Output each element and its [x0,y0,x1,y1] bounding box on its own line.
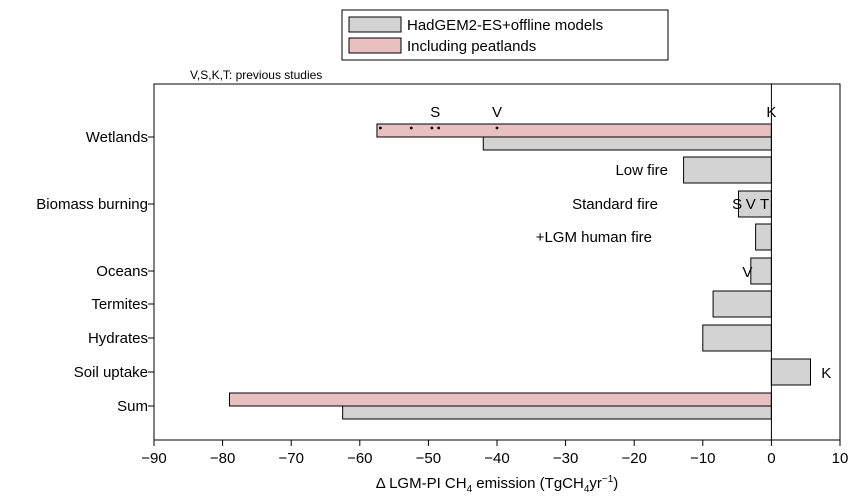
category-label: Hydrates [88,330,148,347]
x-axis-label-part: yr [589,475,602,492]
x-axis-label-part: ) [613,475,618,492]
bar-hadgem-wetlands [482,136,772,151]
x-axis-label-part: emission (TgCH [472,475,584,492]
category-label: Termites [91,296,148,313]
bar-hadgem-soil-uptake [770,358,812,386]
x-axis-label-sub: 4 [467,484,473,495]
bars-layer [228,123,812,420]
bar-hadgem-lgm-human-fire [755,223,772,251]
x-axis-label-sub: 4 [584,484,590,495]
category-label: Biomass burning [36,196,148,213]
x-tick-label: −80 [210,450,235,467]
x-tick-label: −10 [690,450,715,467]
legend-swatch-peatlands [348,37,402,54]
axes-layer: Wetlands Biomass burning Oceans Termites Hyd… [36,84,848,467]
legend-swatch-hadgem [348,16,402,33]
bar-peatlands-sum [228,392,772,407]
previous-study-label: V [746,196,756,213]
previous-study-label: K [821,365,831,382]
wetland-dot [378,126,382,130]
x-tick-label: −60 [347,450,372,467]
category-label: Oceans [96,263,148,280]
legend: HadGEM2-ES+offline models Including peat… [341,9,669,61]
x-axis-label-part: Δ LGM-PI CH [376,475,467,492]
bar-hadgem-oceans [750,257,772,285]
biomass-sub-label: Standard fire [572,196,658,213]
x-axis-label: Δ LGM-PI CH4 emission (TgCH4yr−1) [376,474,619,495]
x-tick-label: −50 [416,450,441,467]
x-tick-label: −20 [621,450,646,467]
category-label: Sum [117,398,148,415]
previous-study-label: V [742,264,752,281]
wetland-dot [437,126,441,130]
wetland-dot [495,126,499,130]
x-tick-label: 0 [767,450,775,467]
x-tick-label: −90 [141,450,166,467]
previous-study-label: V [492,104,502,121]
bar-hadgem-sum [342,405,772,420]
x-axis-label-sup: −1 [602,474,614,485]
bar-hadgem-standard-fire [737,190,772,218]
category-label: Soil uptake [74,364,148,381]
bar-hadgem-hydrates [702,324,772,352]
bar-hadgem-termites [712,290,772,318]
category-label: Wetlands [86,129,148,146]
biomass-sub-label: +LGM human fire [536,229,652,246]
x-tick-label: 10 [832,450,849,467]
previous-study-label: S [430,104,440,121]
x-tick-label: −70 [278,450,303,467]
biomass-sub-label: Low fire [615,162,668,179]
legend-label-hadgem: HadGEM2-ES+offline models [407,17,603,34]
previous-study-label: T [760,196,769,213]
wetland-dot [430,126,434,130]
x-tick-label: −30 [553,450,578,467]
bar-peatlands-wetlands [376,123,772,138]
wetland-dot [409,126,413,130]
previous-studies-note: V,S,K,T: previous studies [190,68,322,82]
legend-label-peatlands: Including peatlands [407,38,536,55]
previous-study-label: S [732,196,742,213]
bar-hadgem-low-fire [683,156,772,184]
x-tick-label: −40 [484,450,509,467]
